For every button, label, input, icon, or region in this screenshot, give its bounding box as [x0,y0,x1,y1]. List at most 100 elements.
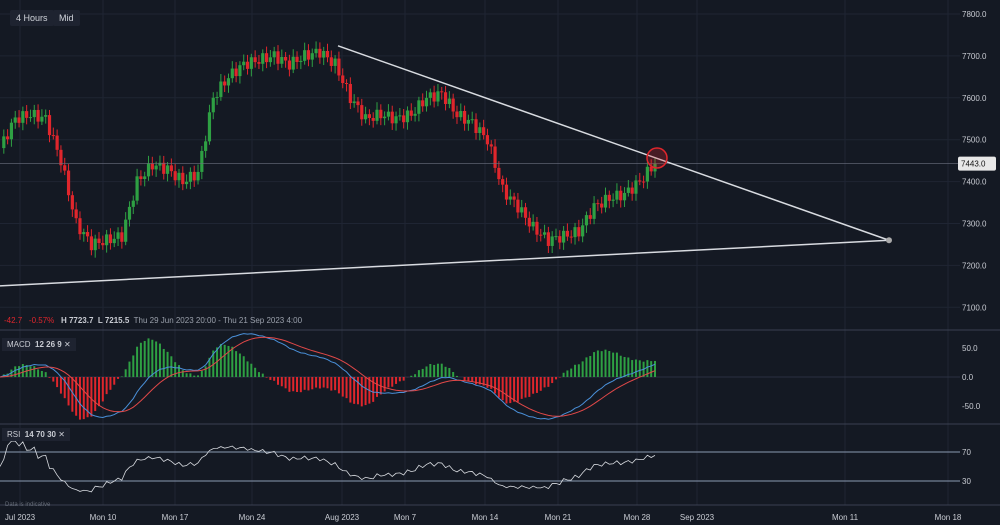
rsi-name: RSI [7,430,21,439]
candle [25,111,29,118]
candle [577,227,581,237]
y-tick-label: 7200.0 [962,261,987,270]
x-tick-label: Mon 24 [239,513,266,522]
x-tick-label: Mon 17 [162,513,189,522]
candle [28,117,33,119]
macd-tick: 50.0 [962,344,978,353]
macd-legend: MACD 12 26 9 ✕ [2,338,76,351]
candle [649,166,653,172]
candle [40,116,44,122]
macd-line [0,333,656,420]
close-icon[interactable]: ✕ [63,340,71,349]
x-tick-label: Mon 28 [624,513,651,522]
candle [226,78,231,86]
candle [520,207,524,213]
candle [573,227,577,238]
candle [173,171,177,181]
candle [21,111,25,123]
candle [581,225,585,237]
candle [630,187,634,194]
x-tick-label: Aug 2023 [325,513,360,522]
interval-button[interactable]: 4 Hours [10,10,54,26]
candle [535,221,539,235]
candle [421,100,425,107]
close-icon[interactable]: ✕ [58,430,65,439]
candle [485,135,490,145]
candle [405,110,410,123]
candle [508,196,512,200]
rsi-line [0,440,656,493]
price-type-button[interactable]: Mid [53,10,80,26]
trendline-upper [337,45,890,241]
candle [78,218,82,235]
candle [383,116,387,119]
candle [120,232,124,242]
candle [375,109,379,121]
candle [181,172,185,185]
candle [245,61,250,69]
candle [344,83,349,85]
candle [394,116,398,124]
candle [112,238,116,244]
candle [306,50,311,60]
candle [443,92,448,105]
candle [432,92,436,102]
candle [211,97,215,113]
candle [162,162,166,174]
rsi-p3: 30 [47,430,56,439]
candle [527,217,531,227]
candle [466,119,471,124]
last-price-badge [958,156,996,171]
candle [333,58,337,66]
macd-tick: -50.0 [962,402,981,411]
date-range: Thu 29 Jun 2023 20:00 - Thu 21 Sep 2023 … [133,316,303,325]
candle [287,60,292,70]
candle [402,115,406,123]
candle [645,166,649,182]
candle [184,181,189,185]
candle [516,199,520,213]
candle [280,57,284,64]
candle [234,68,238,77]
candle [70,195,74,210]
candle [82,232,86,235]
candle [352,101,356,104]
candle [413,113,417,116]
candle [97,238,101,243]
candle [462,111,467,124]
ohlc-info: -42.7 -0.57% H 7723.7 L 7215.5 Thu 29 Ju… [4,316,302,325]
candle [105,234,109,246]
candle [584,215,589,226]
candle [215,96,219,98]
candle [85,232,90,237]
candle [36,109,40,122]
candle [303,50,307,61]
candle [478,127,482,133]
x-tick-label: Mon 21 [545,513,572,522]
y-tick-label: 7700.0 [962,52,987,61]
candle [386,111,391,117]
candle [337,58,341,76]
candle [451,98,455,112]
candle [470,119,474,121]
candle [348,83,352,104]
candle [531,221,535,227]
candle [424,97,429,107]
macd-name: MACD [7,340,31,349]
candle [219,81,223,97]
candle [562,230,566,243]
candle [603,194,608,208]
candle [459,111,463,118]
candle [379,109,383,119]
candle [619,190,623,201]
trendline-lower [0,239,890,287]
candle [428,92,432,98]
candle [409,110,413,116]
candle [284,57,288,61]
candle [276,51,280,64]
candle [371,117,375,121]
candle [59,149,63,166]
candle [17,117,21,123]
candle [592,203,596,219]
